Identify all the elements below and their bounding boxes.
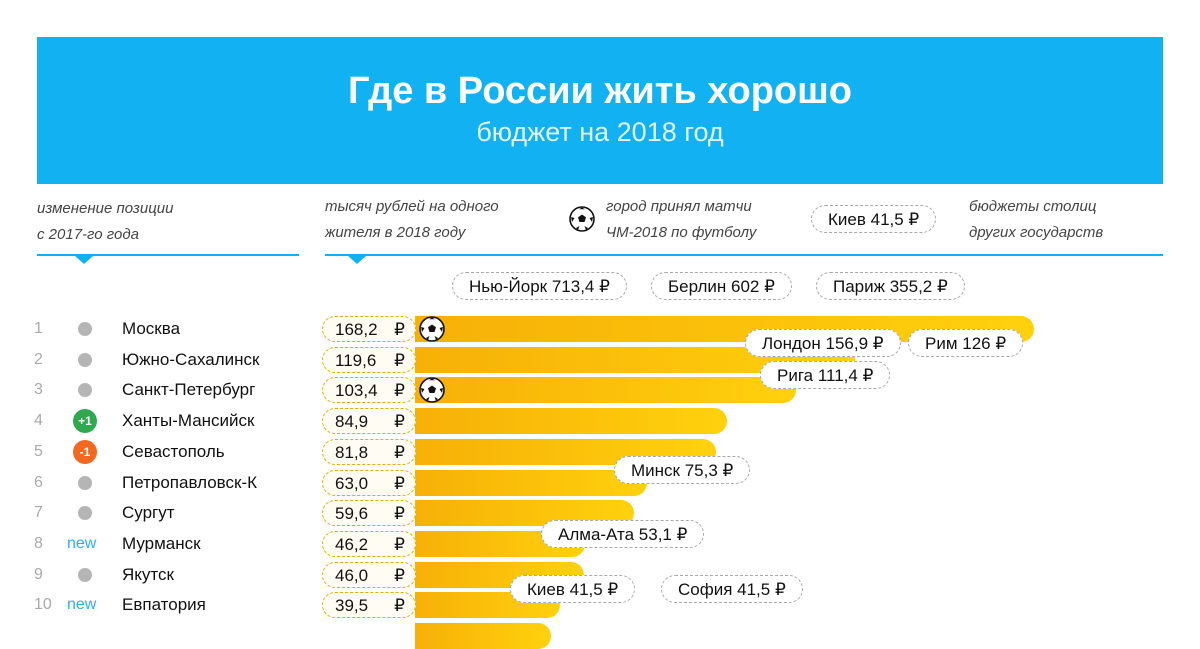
value-number: 81,8 bbox=[335, 442, 369, 462]
rank-number: 2 bbox=[34, 350, 43, 368]
new-entry-tag: new bbox=[67, 534, 97, 552]
capital-budget-pill: Париж 355,2 ₽ bbox=[816, 272, 965, 300]
legend-capitals-line2: других государств bbox=[969, 224, 1104, 241]
value-number: 63,0 bbox=[335, 473, 369, 493]
capital-budget-pill: Берлин 602 ₽ bbox=[651, 272, 792, 300]
bar-6 bbox=[415, 469, 647, 496]
header-banner bbox=[37, 37, 1163, 184]
rank-number: 9 bbox=[34, 565, 43, 583]
legend-position-change-line1: изменение позиции bbox=[37, 200, 174, 217]
value-number: 84,9 bbox=[335, 412, 369, 432]
city-name: Санкт-Петербург bbox=[122, 380, 256, 400]
value-number: 119,6 bbox=[335, 350, 377, 370]
bar-4 bbox=[415, 408, 727, 435]
left-divider bbox=[37, 254, 299, 256]
value-number: 168,2 bbox=[335, 320, 378, 339]
legend-position-change-line2: с 2017-го года bbox=[37, 226, 139, 243]
legend-per-capita: тысяч рублей на одного жителя в 2018 год… bbox=[325, 194, 499, 246]
ruble-sign: ₽ bbox=[394, 534, 405, 554]
value-number: 103,4 bbox=[335, 381, 378, 401]
no-change-dot bbox=[78, 352, 92, 367]
ruble-sign: ₽ bbox=[394, 473, 405, 493]
capital-budget-pill: Лондон 156,9 ₽ bbox=[745, 329, 901, 357]
position-up-badge: +1 bbox=[73, 409, 97, 434]
no-change-dot bbox=[78, 506, 92, 521]
value-label: 46,2 ₽ bbox=[322, 530, 416, 557]
city-name: Петропавловск-К bbox=[122, 472, 258, 492]
page-title: Где в России жить хорошо bbox=[347, 70, 853, 112]
ruble-sign: ₽ bbox=[394, 381, 405, 401]
value-label: 81,8 ₽ bbox=[322, 438, 416, 465]
city-name: Москва bbox=[122, 319, 181, 338]
capital-budget-pill: Киев 41,5 ₽ bbox=[510, 575, 636, 603]
ruble-sign: ₽ bbox=[394, 565, 405, 585]
legend-world-cup-line2: ЧМ-2018 по футболу bbox=[606, 224, 757, 241]
ruble-sign: ₽ bbox=[394, 504, 405, 524]
capital-budget-pill: Нью-Йорк 713,4 ₽ bbox=[452, 272, 627, 300]
capital-budget-pill: Рига 111,4 ₽ bbox=[760, 361, 891, 389]
value-number: 59,6 bbox=[335, 504, 369, 524]
no-change-dot bbox=[78, 383, 92, 398]
value-label: 84,9 ₽ bbox=[322, 408, 416, 435]
legend-capital-example: Киев 41,5 ₽ bbox=[811, 205, 937, 233]
city-name: Евпатория bbox=[122, 595, 206, 615]
soccer-ball-icon bbox=[569, 206, 595, 237]
value-label: 63,0 ₽ bbox=[322, 469, 416, 496]
left-divider-caret bbox=[75, 256, 93, 264]
new-entry-tag: new bbox=[67, 596, 97, 614]
capital-budget-pill: Минск 75,3 ₽ bbox=[614, 456, 751, 484]
legend-capitals-line1: бюджеты столиц bbox=[969, 198, 1097, 215]
capital-budget-pill: Алма-Ата 53,1 ₽ bbox=[541, 520, 705, 548]
value-number: 46,0 bbox=[335, 565, 369, 585]
legend-per-capita-line1: тысяч рублей на одного bbox=[325, 198, 499, 215]
rank-number: 4 bbox=[34, 412, 43, 430]
ruble-sign: ₽ bbox=[394, 596, 405, 616]
bar-3 bbox=[415, 377, 796, 404]
value-label: 168,2 ₽ bbox=[322, 316, 416, 342]
page-subtitle: бюджет на 2018 год bbox=[476, 117, 724, 147]
ruble-sign: ₽ bbox=[394, 412, 405, 432]
value-number: 46,2 bbox=[335, 534, 369, 554]
legend-position-change: изменение позиции с 2017-го года bbox=[37, 196, 173, 248]
value-label: 46,0 ₽ bbox=[322, 561, 416, 588]
rank-number: 3 bbox=[34, 381, 43, 399]
value-label: 119,6 ₽ bbox=[322, 346, 416, 373]
city-name: Южно-Сахалинск bbox=[122, 349, 260, 369]
value-label: 39,5 ₽ bbox=[322, 592, 416, 619]
capital-budget-pill: Рим 126 ₽ bbox=[908, 329, 1024, 357]
soccer-ball-icon bbox=[419, 316, 445, 347]
soccer-ball-icon bbox=[419, 377, 445, 408]
rank-number: 7 bbox=[34, 504, 43, 522]
ruble-sign: ₽ bbox=[394, 350, 405, 370]
rank-number: 8 bbox=[34, 534, 43, 552]
value-label: 103,4 ₽ bbox=[322, 377, 416, 404]
ruble-sign: ₽ bbox=[394, 442, 405, 462]
city-name: Мурманск bbox=[122, 533, 201, 553]
position-down-badge: -1 bbox=[73, 439, 97, 464]
rank-number: 10 bbox=[34, 596, 52, 614]
bar-partial bbox=[415, 623, 551, 649]
value-number: 39,5 bbox=[335, 596, 369, 616]
legend-capitals: бюджеты столиц других государств bbox=[969, 194, 1103, 246]
no-change-dot bbox=[78, 475, 92, 490]
city-name: Якутск bbox=[122, 564, 174, 584]
right-divider-caret bbox=[348, 256, 366, 264]
legend-world-cup-line1: город принял матчи bbox=[606, 198, 752, 215]
right-divider bbox=[325, 254, 1163, 256]
capital-budget-pill: София 41,5 ₽ bbox=[661, 575, 803, 603]
ruble-sign: ₽ bbox=[394, 320, 405, 339]
legend-world-cup: город принял матчи ЧМ-2018 по футболу bbox=[606, 194, 756, 246]
no-change-dot bbox=[78, 322, 92, 336]
rank-number: 1 bbox=[34, 320, 43, 337]
city-name: Сургут bbox=[122, 503, 175, 523]
rank-number: 5 bbox=[34, 442, 43, 460]
city-name: Севастополь bbox=[122, 441, 225, 461]
legend-per-capita-line2: жителя в 2018 году bbox=[325, 224, 466, 241]
value-label: 59,6 ₽ bbox=[322, 500, 416, 527]
rank-number: 6 bbox=[34, 473, 43, 491]
no-change-dot bbox=[78, 567, 92, 582]
city-name: Ханты-Мансийск bbox=[122, 411, 255, 431]
